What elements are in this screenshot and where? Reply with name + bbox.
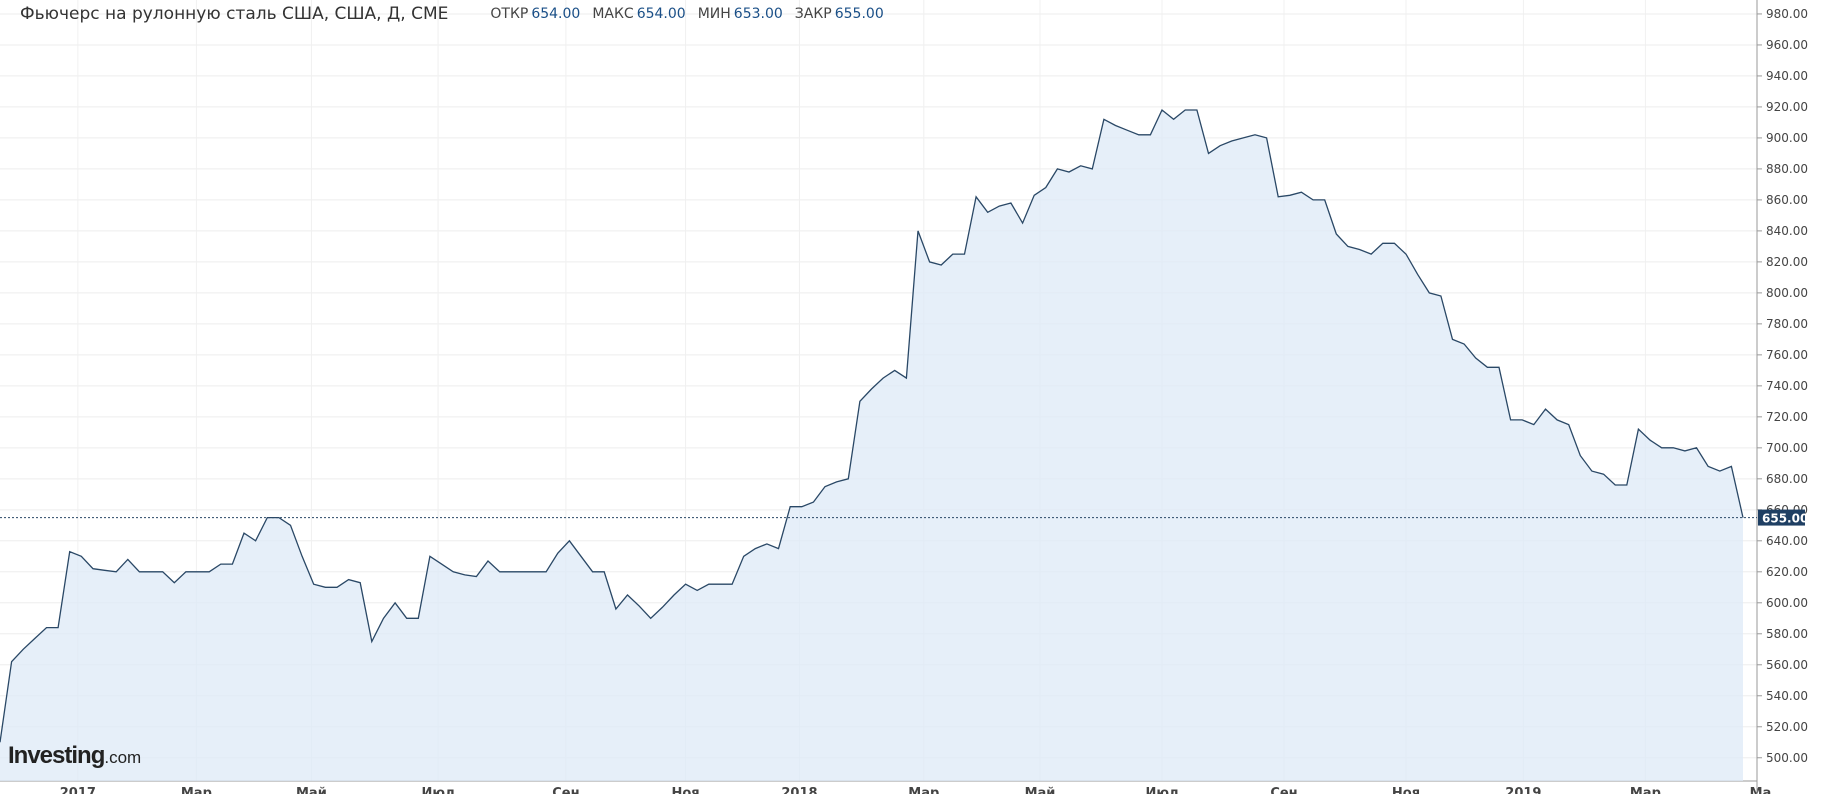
y-tick-label: 760.00	[1766, 348, 1808, 362]
y-tick-label: 940.00	[1766, 69, 1808, 83]
x-tick-label: Сен	[1270, 786, 1297, 794]
price-tag	[1758, 509, 1805, 526]
ohlc-value: 654.00	[531, 6, 581, 22]
ohlc-label: ЗАКР	[794, 6, 832, 22]
y-tick-label: 640.00	[1766, 534, 1808, 548]
x-tick-label: Мар	[1630, 786, 1661, 794]
x-tick-label: Июл	[422, 786, 455, 794]
x-tick-label: Сен	[552, 786, 579, 794]
y-tick-label: 860.00	[1766, 193, 1808, 207]
logo-brand: Investing	[8, 742, 105, 769]
ohlc: ОТКР 654.00 МАКС 654.00 МИН 653.00 ЗАКР 655.00	[478, 6, 883, 22]
y-tick-label: 680.00	[1766, 472, 1808, 486]
y-tick-label: 740.00	[1766, 379, 1808, 393]
price-line	[0, 108, 1744, 743]
y-tick-label: 780.00	[1766, 317, 1808, 331]
y-tick-label: 700.00	[1766, 441, 1808, 455]
y-tick-label: 880.00	[1766, 162, 1808, 176]
logo-suffix: .com	[104, 748, 142, 767]
ohlc-value: 653.00	[733, 6, 783, 22]
y-tick-label: 540.00	[1766, 689, 1808, 703]
y-tick-label: 720.00	[1766, 410, 1808, 424]
y-tick-label: 500.00	[1766, 751, 1808, 765]
ohlc-label: МИН	[697, 6, 731, 22]
y-tick-label: 900.00	[1766, 131, 1808, 145]
ohlc-value: 655.00	[834, 6, 884, 22]
y-tick-label: 840.00	[1766, 224, 1808, 238]
y-tick-label: 580.00	[1766, 627, 1808, 641]
price-tag-label: 655.00	[1762, 512, 1808, 526]
y-tick-label: 820.00	[1766, 255, 1808, 269]
area-fill	[0, 110, 1743, 781]
x-tick-label: Мар	[181, 786, 212, 794]
ohlc-label: МАКС	[592, 6, 634, 22]
y-tick-label: 520.00	[1766, 720, 1808, 734]
x-tick-label: Ноя	[1392, 786, 1420, 794]
x-tick-label: Май	[296, 786, 327, 794]
ohlc-label: ОТКР	[490, 6, 529, 22]
x-tick-label: Мар	[908, 786, 939, 794]
y-tick-label: 980.00	[1766, 7, 1808, 21]
x-tick-label: Ма	[1750, 786, 1772, 794]
x-tick-label: Июл	[1145, 786, 1178, 794]
x-tick-label: 2018	[781, 786, 817, 794]
logo: Investing.com	[8, 742, 141, 770]
chart-title: Фьючерс на рулонную сталь США, США, Д, С…	[20, 4, 449, 24]
x-tick-label: Май	[1025, 786, 1056, 794]
x-tick-label: 2017	[60, 786, 96, 794]
x-tick-label: 2019	[1505, 786, 1541, 794]
x-tick-label: Ноя	[671, 786, 699, 794]
y-tick-label: 920.00	[1766, 100, 1808, 114]
header: Фьючерс на рулонную сталь США, США, Д, С…	[0, 0, 884, 28]
y-tick-label: 560.00	[1766, 658, 1808, 672]
y-tick-label: 600.00	[1766, 596, 1808, 610]
y-tick-label: 620.00	[1766, 565, 1808, 579]
ohlc-value: 654.00	[636, 6, 686, 22]
y-tick-label: 800.00	[1766, 286, 1808, 300]
y-tick-label: 960.00	[1766, 38, 1808, 52]
